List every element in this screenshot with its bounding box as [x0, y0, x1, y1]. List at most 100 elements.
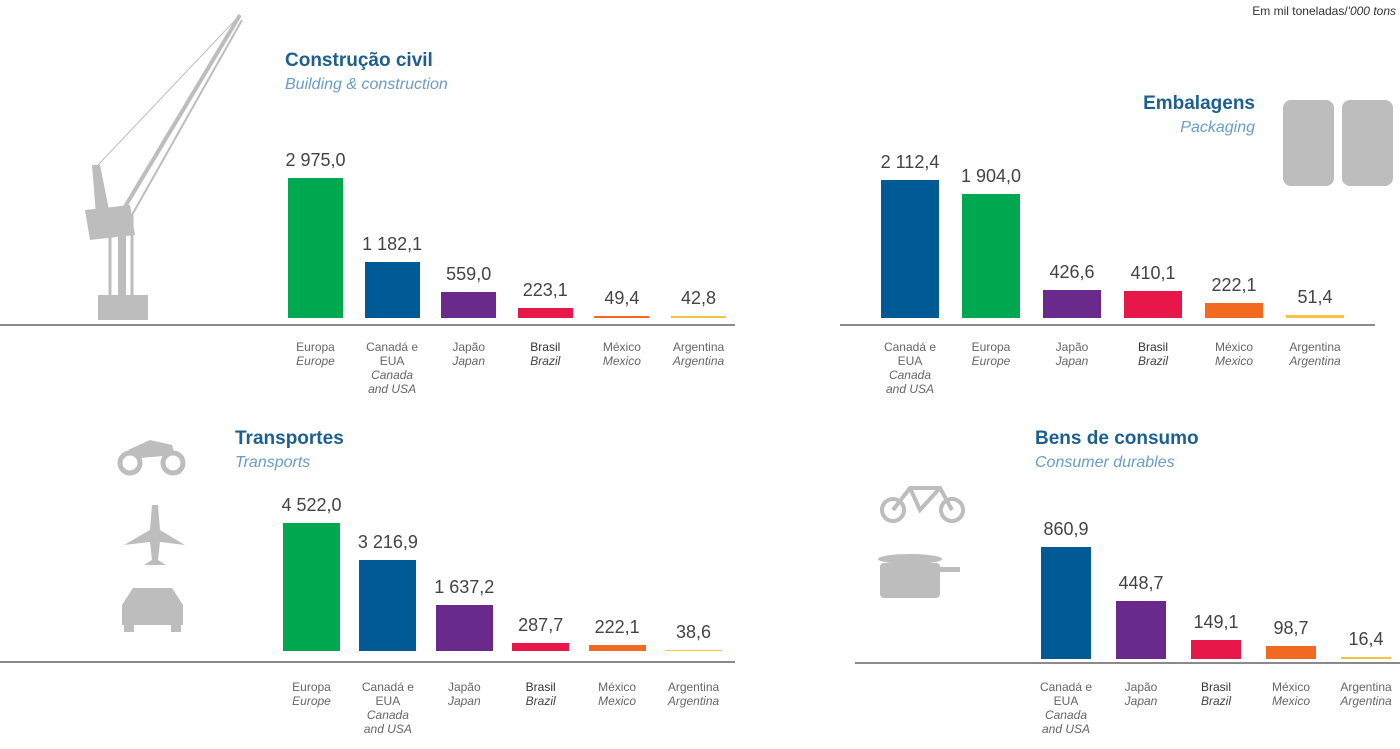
category-en: Brazil: [511, 694, 571, 708]
bar: [1116, 601, 1166, 659]
category-label: EuropaEurope: [961, 340, 1021, 368]
category-pt: México: [1204, 340, 1264, 354]
category-pt: Canadá e EUA: [358, 680, 418, 708]
category-pt: Argentina: [1336, 680, 1396, 694]
category-pt: Brasil: [511, 680, 571, 694]
bar: [359, 560, 416, 651]
bar: [671, 316, 726, 318]
bar: [441, 292, 496, 318]
category-en: Japan: [1042, 354, 1102, 368]
category-pt: Japão: [1042, 340, 1102, 354]
category-en: Argentina: [664, 694, 724, 708]
chart-title: Transportes: [235, 428, 344, 450]
category-pt: Argentina: [664, 680, 724, 694]
category-pt: Brasil: [1186, 680, 1246, 694]
category-pt: Japão: [434, 680, 494, 694]
category-label: ArgentinaArgentina: [664, 680, 724, 708]
value-label: 3 216,9: [339, 532, 436, 553]
category-en: Canada and USA: [1036, 708, 1096, 736]
category-pt: Brasil: [1123, 340, 1183, 354]
bar: [589, 645, 646, 651]
category-pt: Argentina: [1285, 340, 1345, 354]
category-en: Mexico: [1261, 694, 1321, 708]
bar: [365, 262, 420, 318]
chart-subtitle: Consumer durables: [1035, 454, 1175, 472]
category-pt: México: [592, 340, 652, 354]
category-en: Brazil: [515, 354, 575, 368]
category-en: Canada and USA: [880, 368, 940, 396]
bar: [1041, 547, 1091, 659]
category-pt: Europa: [286, 340, 346, 354]
category-en: Europe: [282, 694, 342, 708]
value-label: 448,7: [1096, 573, 1186, 594]
value-label: 51,4: [1266, 287, 1364, 308]
bar: [1191, 640, 1241, 659]
chart-title: Bens de consumo: [1035, 428, 1199, 450]
category-label: MéxicoMexico: [1261, 680, 1321, 708]
chart-subtitle: Packaging: [1180, 119, 1255, 137]
bar: [881, 180, 939, 318]
infographic: Em mil toneladas/'000 tons Construção ci…: [0, 0, 1400, 749]
unit-note: Em mil toneladas/'000 tons: [1252, 4, 1396, 18]
chart-subtitle: Transports: [235, 454, 310, 472]
category-pt: Argentina: [669, 340, 729, 354]
category-en: Mexico: [587, 694, 647, 708]
note-en: '000 tons: [1348, 4, 1396, 18]
bar: [962, 194, 1020, 318]
category-en: Japan: [1111, 694, 1171, 708]
category-pt: Japão: [439, 340, 499, 354]
value-label: 1 182,1: [345, 234, 440, 255]
value-label: 2 975,0: [268, 150, 363, 171]
category-en: Argentina: [669, 354, 729, 368]
category-en: Europe: [286, 354, 346, 368]
category-pt: Japão: [1111, 680, 1171, 694]
bar: [1286, 315, 1344, 318]
note-pt: Em mil toneladas/: [1252, 4, 1347, 18]
chart-subtitle: Building & construction: [285, 76, 448, 94]
value-label: 860,9: [1021, 519, 1111, 540]
value-label: 42,8: [651, 288, 746, 309]
category-pt: México: [587, 680, 647, 694]
category-en: Canada and USA: [362, 368, 422, 396]
category-pt: Canadá e EUA: [362, 340, 422, 368]
category-pt: México: [1261, 680, 1321, 694]
bar: [1043, 290, 1101, 318]
category-en: Brazil: [1123, 354, 1183, 368]
bar: [283, 523, 340, 651]
bar: [1341, 657, 1391, 659]
chart-title: Construção civil: [285, 50, 433, 72]
category-en: Europe: [961, 354, 1021, 368]
bar: [665, 650, 722, 652]
value-label: 1 904,0: [942, 166, 1040, 187]
value-label: 1 637,2: [416, 577, 513, 598]
category-pt: Europa: [282, 680, 342, 694]
category-pt: Canadá e EUA: [880, 340, 940, 368]
category-en: Brazil: [1186, 694, 1246, 708]
category-en: Mexico: [1204, 354, 1264, 368]
bar: [1205, 303, 1263, 318]
value-label: 4 522,0: [263, 495, 360, 516]
category-pt: Canadá e EUA: [1036, 680, 1096, 708]
category-pt: Europa: [961, 340, 1021, 354]
chart-title: Embalagens: [1143, 93, 1255, 115]
category-en: Japan: [439, 354, 499, 368]
value-label: 16,4: [1321, 629, 1400, 650]
bar: [436, 605, 493, 651]
value-label: 38,6: [645, 622, 742, 643]
